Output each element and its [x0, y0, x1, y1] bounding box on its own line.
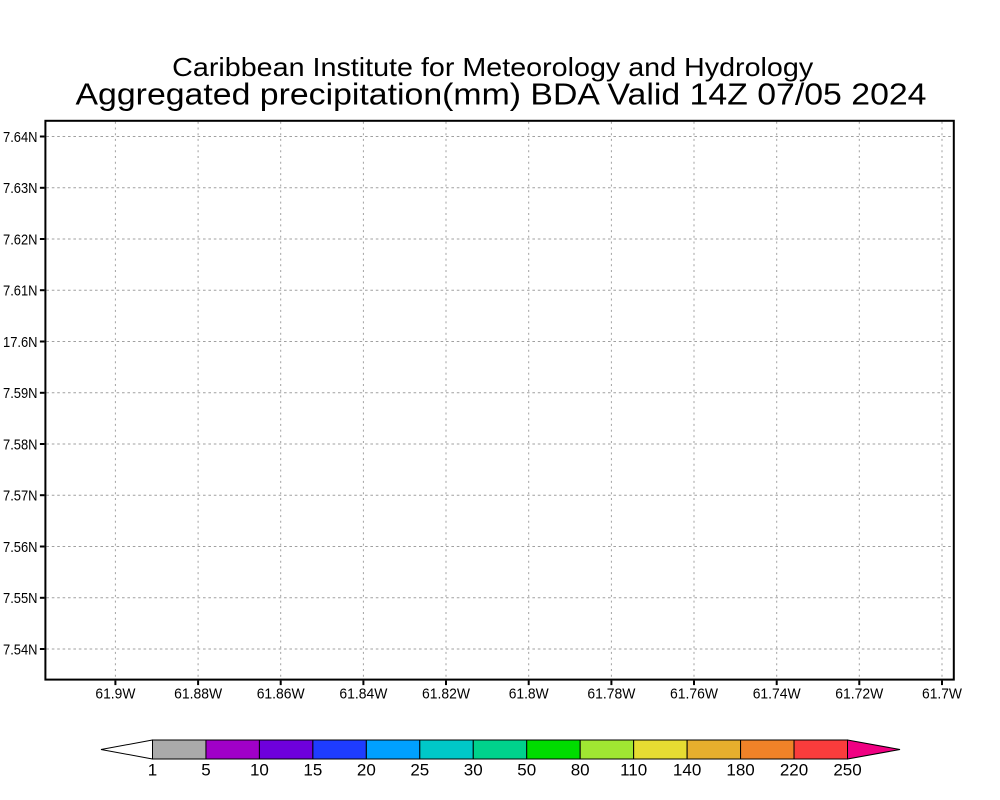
svg-text:220: 220	[780, 761, 808, 780]
svg-text:5: 5	[201, 761, 210, 780]
svg-text:7.58N: 7.58N	[3, 436, 38, 453]
svg-text:61.74W: 61.74W	[753, 686, 802, 703]
svg-text:61.8W: 61.8W	[509, 686, 550, 703]
svg-text:20: 20	[357, 761, 376, 780]
svg-text:7.57N: 7.57N	[3, 488, 38, 505]
svg-text:7.61N: 7.61N	[3, 283, 38, 300]
svg-text:61.86W: 61.86W	[257, 686, 306, 703]
svg-text:Aggregated precipitation(mm) B: Aggregated precipitation(mm) BDA Valid 1…	[76, 77, 927, 112]
svg-text:Caribbean Institute for Meteor: Caribbean Institute for Meteorology and …	[172, 52, 813, 82]
svg-text:61.7W: 61.7W	[922, 686, 963, 703]
svg-text:61.84W: 61.84W	[339, 686, 388, 703]
svg-text:250: 250	[833, 761, 861, 780]
svg-text:61.76W: 61.76W	[670, 686, 719, 703]
svg-text:61.82W: 61.82W	[422, 686, 471, 703]
svg-text:61.72W: 61.72W	[835, 686, 884, 703]
svg-text:30: 30	[464, 761, 483, 780]
svg-text:140: 140	[673, 761, 701, 780]
svg-text:180: 180	[726, 761, 754, 780]
svg-text:80: 80	[571, 761, 590, 780]
svg-text:50: 50	[517, 761, 536, 780]
svg-text:7.63N: 7.63N	[3, 180, 38, 197]
svg-text:7.59N: 7.59N	[3, 385, 38, 402]
svg-text:25: 25	[410, 761, 429, 780]
svg-text:110: 110	[620, 761, 647, 780]
svg-text:7.62N: 7.62N	[3, 231, 38, 248]
svg-text:61.88W: 61.88W	[174, 686, 223, 703]
svg-text:17.6N: 17.6N	[3, 334, 38, 351]
svg-text:7.64N: 7.64N	[3, 129, 38, 146]
svg-text:10: 10	[250, 761, 269, 780]
svg-text:1: 1	[148, 761, 157, 780]
svg-text:61.9W: 61.9W	[95, 686, 136, 703]
svg-text:61.78W: 61.78W	[587, 686, 636, 703]
svg-text:7.55N: 7.55N	[3, 590, 38, 607]
svg-text:15: 15	[303, 761, 322, 780]
svg-text:7.54N: 7.54N	[3, 641, 38, 658]
svg-text:7.56N: 7.56N	[3, 539, 38, 556]
